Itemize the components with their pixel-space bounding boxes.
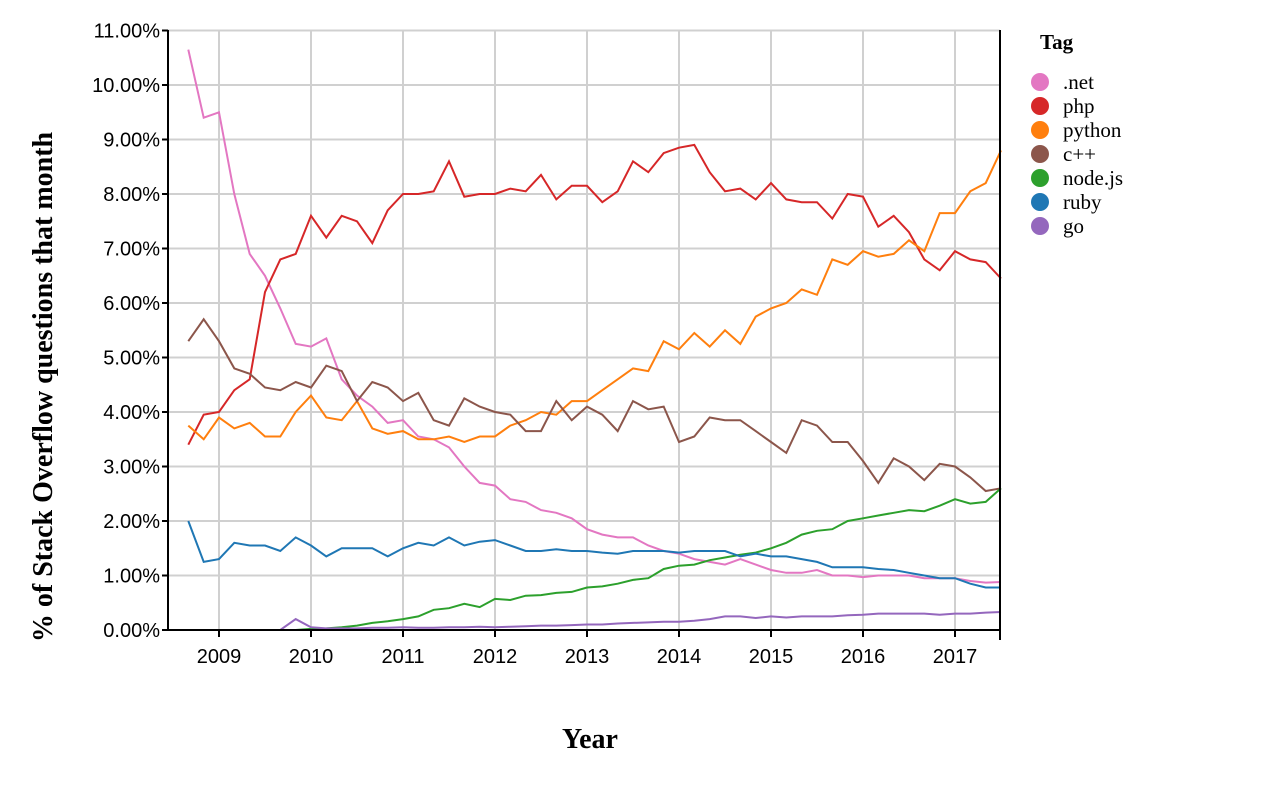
legend-label: node.js xyxy=(1063,166,1123,190)
legend-swatch xyxy=(1031,145,1049,163)
x-axis-title: Year xyxy=(562,724,618,755)
y-tick-label: 11.00% xyxy=(94,21,161,43)
y-tick-label: 0.00% xyxy=(103,620,160,642)
y-axis: 0.00% 1.00% 2.00% 3.00% 4.00% 5.00% 6.00% 7.00%… xyxy=(92,21,168,642)
y-tick-label: 3.00% xyxy=(103,457,160,479)
series-line-net xyxy=(187,49,1002,584)
y-tick-label: 9.00% xyxy=(103,130,160,152)
series-lines xyxy=(187,49,1002,631)
x-tick-label: 2009 xyxy=(197,646,242,668)
x-tick-label: 2013 xyxy=(565,646,610,668)
legend-label: .net xyxy=(1063,70,1094,94)
legend-swatch xyxy=(1031,193,1049,211)
gridlines xyxy=(168,29,1000,630)
y-tick-label: 7.00% xyxy=(103,239,160,261)
y-axis-title: % of Stack Overflow questions that month xyxy=(28,131,59,642)
x-axis: 2009 2010 2011 2012 2013 2014 2015 2016 2017 xyxy=(197,630,978,668)
x-tick-label: 2015 xyxy=(749,646,794,668)
x-tick-label: 2016 xyxy=(841,646,886,668)
legend-label: go xyxy=(1063,214,1084,238)
x-tick-label: 2010 xyxy=(289,646,334,668)
legend-label: python xyxy=(1063,118,1122,142)
x-tick-label: 2017 xyxy=(933,646,978,668)
legend-swatch xyxy=(1031,169,1049,187)
legend-swatch xyxy=(1031,97,1049,115)
y-tick-label: 5.00% xyxy=(103,348,160,370)
legend-swatch xyxy=(1031,121,1049,139)
series-line-python xyxy=(187,149,1002,444)
legend-label: php xyxy=(1063,94,1095,118)
series-line-ruby xyxy=(187,520,1001,589)
y-tick-label: 4.00% xyxy=(103,402,160,424)
y-tick-label: 8.00% xyxy=(103,184,160,206)
legend-label: c++ xyxy=(1063,142,1096,166)
y-tick-label: 6.00% xyxy=(103,293,160,315)
legend-title: Tag xyxy=(1040,30,1074,54)
x-tick-label: 2014 xyxy=(657,646,702,668)
y-tick-label: 10.00% xyxy=(92,75,160,97)
legend-swatch xyxy=(1031,217,1049,235)
series-line-c xyxy=(187,317,1002,493)
y-tick-label: 2.00% xyxy=(103,511,160,533)
legend-label: ruby xyxy=(1063,190,1102,214)
series-line-php xyxy=(187,143,1002,446)
x-tick-label: 2012 xyxy=(473,646,518,668)
series-line-go xyxy=(188,611,1002,631)
x-tick-label: 2011 xyxy=(381,646,424,668)
y-tick-label: 1.00% xyxy=(103,566,160,588)
legend-swatch xyxy=(1031,73,1049,91)
